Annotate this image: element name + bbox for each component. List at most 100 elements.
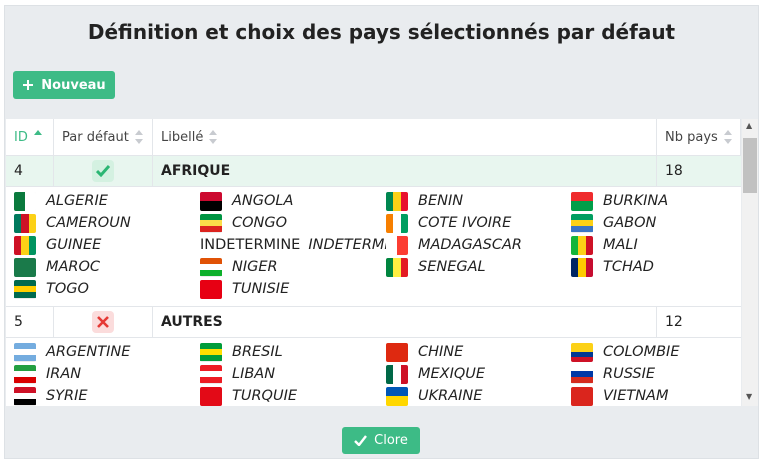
column-header-label: Libellé [161,129,204,145]
column-header[interactable]: Par défaut [54,119,153,156]
flag-stripe [386,235,397,255]
flag-stripe [571,347,593,352]
country-flag [571,235,593,255]
dialog-title: Définition et choix des pays sélectionné… [87,20,676,44]
flag-stripe [200,279,211,299]
scrollbar[interactable]: ▲ ▼ [742,119,758,406]
country-flag [14,235,36,255]
country-name: COLOMBIE [603,344,680,360]
flag-stripe [571,370,593,378]
country-flag [200,342,222,362]
flag-stripe [571,352,593,357]
sort-icon[interactable] [33,130,42,144]
close-button[interactable]: Clore [342,427,420,454]
flag-stripe [386,213,394,233]
country-flag [14,191,36,211]
flag-stripe [400,257,408,277]
row-label: AFRIQUE [153,156,657,186]
flag-stripe [14,257,25,277]
scroll-thumb[interactable] [743,138,757,193]
country-name: TUNISIE [232,281,290,297]
flag-alt-text: INDETERMINE [200,237,301,253]
country-flag [200,279,222,299]
flag-stripe [386,342,397,362]
country-flag [571,257,593,277]
flag-stripe [14,342,36,349]
country-item: SENEGAL [386,256,571,278]
country-name: COTE IVOIRE [418,215,512,231]
country-name: CONGO [232,215,288,231]
flag-stripe [14,355,36,362]
row-id: 4 [6,156,54,186]
row-default [54,156,153,186]
country-name: ARGENTINE [46,344,131,360]
flag-stripe [14,235,22,255]
country-name: BRESIL [232,344,283,360]
flag-stripe [386,386,408,396]
flag-stripe [386,191,394,211]
flag-stripe [14,213,22,233]
row-count: 18 [665,163,683,179]
default-yes-icon [92,160,114,182]
country-flag [14,342,36,362]
flag-stripe [400,364,408,384]
flag-stripe [571,235,579,255]
country-item: TOGO [14,278,200,300]
flag-stripe [25,257,36,277]
flag-stripe [571,201,593,211]
flag-stripe [14,292,36,299]
new-button[interactable]: Nouveau [13,71,115,99]
flag-stripe [571,191,593,201]
country-flag [571,342,593,362]
row-count: 12 [665,314,683,330]
table-body: 4 AFRIQUE 18 ALGERIE ANGOLA BENIN BURKINA CAMER… [6,156,741,406]
country-item: ARGENTINE [14,341,200,363]
sort-icon[interactable] [723,130,732,144]
dialog: Définition et choix des pays sélectionné… [4,5,759,459]
flag-stripe [571,364,593,371]
flag-stripe [14,377,36,384]
sort-icon[interactable] [209,130,218,144]
country-name: BURKINA [603,193,669,209]
country-item: BURKINA [571,190,741,212]
flag-stripe [578,257,586,277]
country-item: GUINEE [14,234,200,256]
country-list: ARGENTINE BRESIL CHINE COLOMBIE IRAN LIBAN MEX… [6,338,741,406]
flag-stripe [571,257,579,277]
scroll-up[interactable]: ▲ [746,121,753,130]
country-name: RUSSIE [603,366,656,382]
flag-stripe [386,364,394,384]
table-row[interactable]: 5 AUTRES 12 [6,307,741,338]
flag-stripe [386,257,394,277]
column-header[interactable]: ID [6,119,54,156]
flag-stripe [14,370,36,378]
country-item: TCHAD [571,256,741,278]
column-header-label: Par défaut [62,129,129,145]
scroll-down[interactable]: ▼ [746,392,753,401]
table-row[interactable]: 4 AFRIQUE 18 [6,156,741,187]
flag-stripe [14,191,25,211]
country-flag [386,213,408,233]
flag-stripe [14,399,36,406]
flag-stripe [14,364,36,371]
country-name: IRAN [46,366,82,382]
flag-stripe [21,213,29,233]
flag-stripe [200,270,222,277]
flag-stripe [211,279,222,299]
country-flag [200,364,222,384]
sort-icon[interactable] [134,130,143,144]
country-flag [14,364,36,384]
country-item: COTE IVOIRE [386,212,571,234]
country-flag [386,364,408,384]
flag-stripe [397,235,408,255]
country-item: INDETERMINE INDETERMINE [200,234,386,256]
country-item: NIGER [200,256,386,278]
default-no-icon [92,311,114,333]
column-header[interactable]: Libellé [153,119,657,156]
flag-stripe [200,226,222,233]
country-name: MADAGASCAR [418,237,522,253]
flag-stripe [393,191,401,211]
country-item: CHINE [386,341,571,363]
column-header[interactable]: Nb pays [657,119,741,156]
